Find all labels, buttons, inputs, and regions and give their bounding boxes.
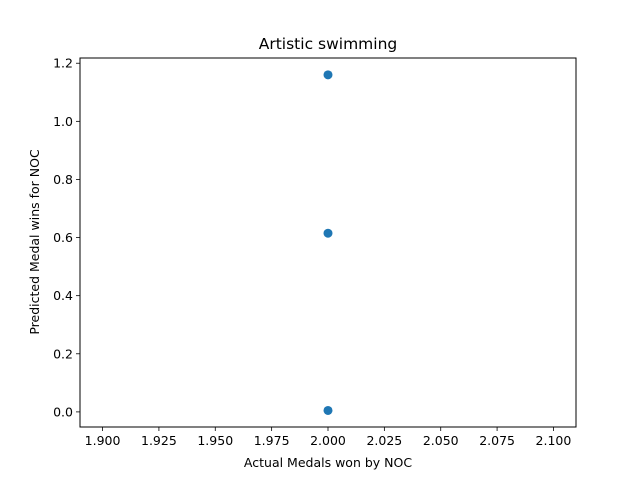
x-tick-label: 2.100 <box>536 433 572 448</box>
x-tick-label: 1.925 <box>141 433 177 448</box>
x-tick-label: 1.975 <box>254 433 290 448</box>
chart-title: Artistic swimming <box>259 35 398 53</box>
y-tick-label: 1.0 <box>53 114 73 129</box>
plot-frame <box>79 57 577 428</box>
y-tick-label: 0.4 <box>53 288 73 303</box>
x-tick-label: 2.025 <box>366 433 402 448</box>
y-tick-label: 0.0 <box>53 404 73 419</box>
x-tick-label: 2.075 <box>479 433 515 448</box>
data-point <box>323 228 333 238</box>
x-axis-label: Actual Medals won by NOC <box>244 455 412 470</box>
x-tick-label: 2.050 <box>423 433 459 448</box>
y-tick-label: 1.2 <box>53 56 73 71</box>
y-axis-label: Predicted Medal wins for NOC <box>27 149 42 335</box>
plot-area: 1.900 1.925 1.950 1.975 2.000 2.025 2.050 2.075… <box>53 56 571 448</box>
x-tick-label: 1.950 <box>197 433 233 448</box>
data-point <box>323 70 333 80</box>
y-tick-label: 0.2 <box>53 346 73 361</box>
y-tick-label: 0.6 <box>53 230 73 245</box>
y-tick-label: 0.8 <box>53 172 73 187</box>
x-tick-label: 2.000 <box>310 433 346 448</box>
data-point <box>323 405 333 415</box>
x-tick-label: 1.900 <box>85 433 121 448</box>
